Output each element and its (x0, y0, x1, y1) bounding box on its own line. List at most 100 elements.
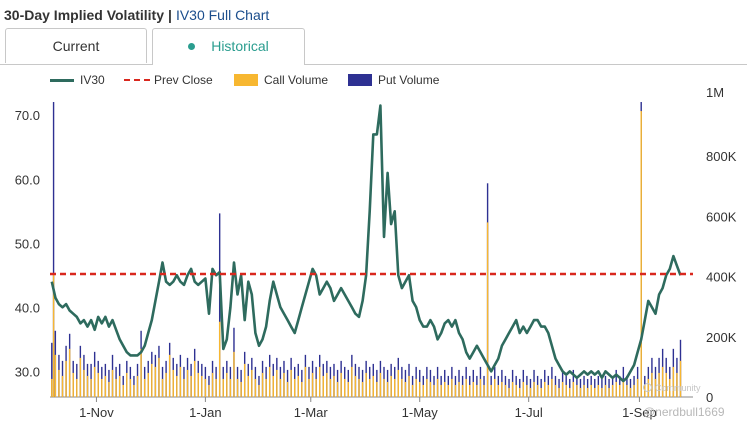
call-volume-bar (429, 381, 432, 397)
call-volume-bar (104, 375, 107, 397)
call-volume-bar (569, 387, 571, 397)
call-volume-bar (172, 369, 174, 397)
call-volume-bar (247, 375, 249, 397)
call-volume-bar (351, 366, 353, 397)
call-volume-bar (436, 378, 439, 397)
call-volume-bar (136, 375, 139, 397)
call-volume-bar (665, 372, 667, 397)
call-volume-bar (479, 378, 482, 397)
call-volume-bar (165, 372, 167, 397)
call-volume-bar (372, 375, 374, 397)
call-volume-bar (476, 384, 478, 397)
call-volume-bar (183, 378, 185, 397)
call-volume-bar (176, 375, 178, 397)
call-volume-bar (52, 273, 55, 397)
iv30-line (50, 104, 682, 383)
call-volume-bar (561, 381, 564, 397)
call-volume-bar (379, 372, 382, 397)
call-volume-bar (333, 375, 335, 397)
call-volume-bar (394, 378, 396, 397)
call-volume-bar (211, 372, 214, 397)
call-volume-bar (576, 384, 578, 397)
call-volume-bar (494, 378, 496, 397)
call-volume-bar (529, 387, 532, 397)
call-volume-bar (386, 381, 389, 397)
call-volume-bar (465, 378, 467, 397)
put-volume-bar (51, 342, 53, 397)
call-volume-bar (179, 366, 182, 397)
call-volume-bar (268, 366, 271, 397)
x-tick-label: 1-Jul (515, 405, 543, 420)
call-volume-bar (204, 378, 207, 397)
call-volume-bar (133, 384, 135, 397)
put-volume-bar (218, 213, 221, 397)
call-volume-bar (243, 363, 246, 397)
call-volume-bar (186, 369, 189, 397)
call-volume-bar (147, 372, 149, 397)
call-volume-bar (326, 372, 328, 397)
call-volume-bar (101, 378, 103, 397)
call-volume-bar (272, 375, 274, 397)
call-volume-bar (547, 384, 550, 397)
call-volume-bar (629, 387, 632, 397)
call-volume-bar (286, 381, 289, 397)
call-volume-bar (265, 378, 267, 397)
call-volume-bar (390, 375, 392, 397)
y-right-tick-label: 400K (706, 270, 737, 285)
call-volume-bar (118, 375, 121, 397)
call-volume-bar (522, 381, 525, 397)
tab-current[interactable]: Current (5, 28, 147, 63)
call-volume-bar (461, 384, 464, 397)
call-volume-bar (472, 381, 475, 397)
call-volume-bar (365, 372, 367, 397)
call-volume-bar (218, 321, 221, 397)
call-volume-bar (54, 354, 57, 397)
call-volume-bar (236, 378, 239, 397)
call-volume-bar (419, 381, 421, 397)
iv30-full-chart-link[interactable]: IV30 Full Chart (175, 7, 270, 23)
call-volume-bar (336, 381, 339, 397)
call-volume-bar (193, 360, 196, 397)
call-volume-bar (51, 378, 53, 397)
call-volume-bar (279, 378, 282, 397)
x-tick-label: 1-Sep (622, 405, 657, 420)
call-volume-bar (408, 375, 410, 397)
call-volume-bar (293, 378, 296, 397)
tab-historical[interactable]: Historical (152, 28, 305, 65)
call-volume-bar (197, 372, 199, 397)
call-volume-bar (108, 381, 110, 397)
call-volume-bar (161, 378, 164, 397)
call-volume-bar (97, 372, 99, 397)
call-volume-bar (283, 372, 285, 397)
x-tick-label: 1-Jan (189, 405, 222, 420)
call-volume-bar (168, 354, 171, 397)
legend-label: Prev Close (154, 73, 213, 87)
y-right-tick-label: 600K (706, 209, 737, 224)
call-volume-bar (276, 369, 278, 397)
call-volume-bar (261, 372, 264, 397)
call-volume-bar (122, 384, 124, 397)
call-volume-bar (583, 384, 585, 397)
call-volume-bar (558, 387, 560, 397)
call-volume-bar (601, 387, 603, 397)
call-volume-bar (72, 372, 74, 397)
call-volume-bar (540, 387, 542, 397)
call-volume-bar (201, 375, 203, 397)
call-volume-bar (301, 381, 303, 397)
call-volume-bar (361, 381, 364, 397)
call-volume-bar (344, 378, 346, 397)
call-volume-bar (554, 384, 557, 397)
y-right-tick-label: 1M (706, 85, 724, 100)
title-separator: | (168, 7, 172, 23)
call-volume-bar (615, 381, 617, 397)
call-volume-bar (383, 378, 385, 397)
call-volume-bar (426, 378, 428, 397)
call-volume-bar (608, 387, 610, 397)
legend-dash-icon (124, 79, 150, 81)
call-volume-bar (572, 381, 575, 397)
call-volume-bar (447, 384, 450, 397)
call-volume-bar (519, 387, 521, 397)
call-volume-bar (290, 369, 292, 397)
legend-label: Put Volume (378, 73, 440, 87)
call-volume-bar (672, 366, 675, 397)
